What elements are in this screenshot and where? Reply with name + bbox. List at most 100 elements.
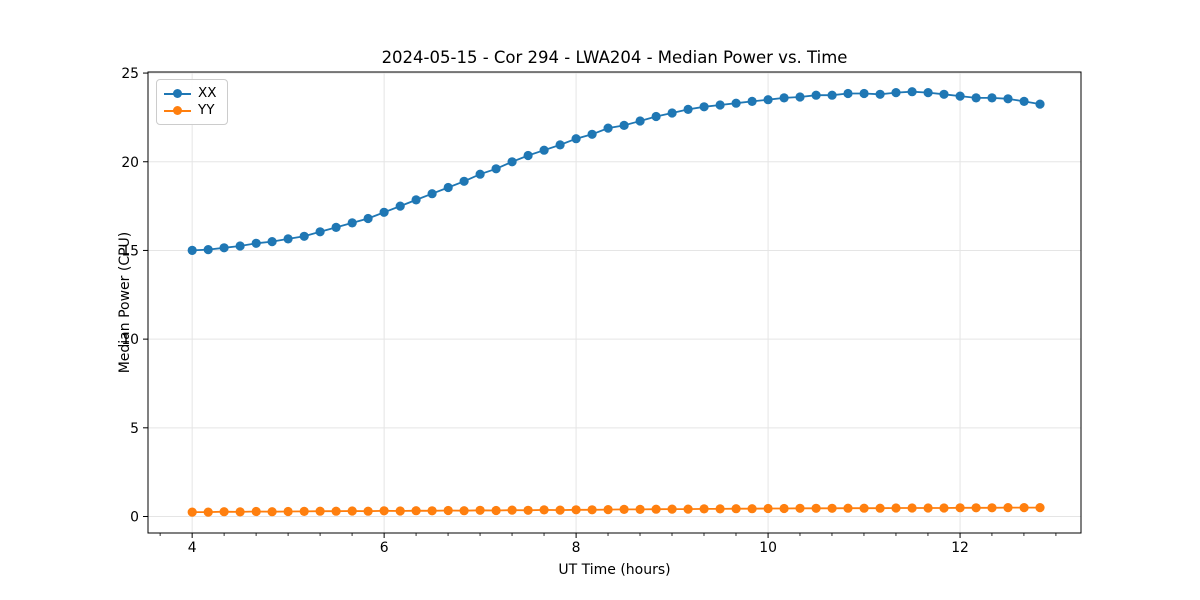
data-point bbox=[875, 503, 885, 513]
data-point bbox=[411, 506, 421, 516]
data-point bbox=[331, 506, 341, 516]
data-point bbox=[427, 506, 437, 516]
data-point bbox=[331, 222, 341, 232]
data-point bbox=[427, 189, 437, 199]
y-tick-label: 5 bbox=[130, 421, 139, 437]
data-point bbox=[251, 506, 261, 517]
y-tick-label: 25 bbox=[121, 66, 139, 82]
y-axis-label: Median Power (CPU) bbox=[117, 231, 133, 374]
data-point bbox=[891, 503, 901, 513]
data-point bbox=[267, 507, 277, 517]
data-point bbox=[939, 503, 949, 513]
data-point bbox=[843, 503, 853, 513]
data-point bbox=[203, 507, 213, 517]
data-point bbox=[1019, 96, 1029, 106]
data-point bbox=[363, 213, 373, 224]
data-point bbox=[459, 506, 469, 516]
data-point bbox=[923, 88, 933, 98]
data-point bbox=[235, 507, 245, 517]
data-point bbox=[379, 506, 389, 516]
x-tick-label: 10 bbox=[759, 540, 777, 556]
data-point bbox=[299, 231, 309, 241]
data-point bbox=[875, 89, 885, 99]
data-point bbox=[539, 145, 549, 155]
data-point bbox=[955, 503, 965, 513]
data-point bbox=[187, 245, 197, 255]
data-point bbox=[507, 157, 517, 167]
data-point bbox=[267, 237, 277, 247]
data-point bbox=[795, 503, 805, 513]
y-tick-label: 15 bbox=[121, 243, 139, 259]
data-point bbox=[747, 504, 757, 514]
data-point bbox=[731, 504, 741, 514]
data-point bbox=[411, 195, 421, 205]
data-point bbox=[219, 507, 229, 517]
data-point bbox=[667, 504, 677, 514]
y-tick-label: 10 bbox=[121, 332, 139, 348]
data-point bbox=[779, 93, 789, 103]
data-point bbox=[363, 506, 373, 516]
data-point bbox=[475, 169, 485, 179]
data-point bbox=[459, 176, 469, 186]
data-point bbox=[299, 506, 309, 516]
data-point bbox=[395, 201, 405, 211]
data-point bbox=[683, 104, 693, 114]
chart-title: 2024-05-15 - Cor 294 - LWA204 - Median P… bbox=[381, 48, 848, 67]
data-point bbox=[251, 238, 261, 248]
data-point bbox=[827, 503, 837, 513]
data-point bbox=[651, 504, 661, 514]
x-tick-label: 8 bbox=[572, 540, 581, 556]
legend-item-yy: YY bbox=[164, 102, 219, 119]
data-point bbox=[523, 150, 533, 161]
data-point bbox=[763, 503, 773, 514]
data-point bbox=[987, 93, 997, 103]
legend-marker-xx-icon bbox=[164, 88, 191, 99]
x-tick-label: 12 bbox=[951, 540, 969, 556]
data-point bbox=[731, 98, 741, 108]
data-point bbox=[619, 504, 629, 514]
data-point bbox=[475, 505, 485, 515]
data-point bbox=[795, 92, 805, 102]
data-point bbox=[187, 507, 197, 517]
data-point bbox=[347, 218, 357, 228]
data-point bbox=[603, 123, 613, 133]
data-point bbox=[587, 505, 597, 515]
data-point bbox=[203, 245, 213, 255]
data-point bbox=[811, 503, 821, 513]
y-tick-label: 0 bbox=[130, 510, 139, 526]
legend-marker-yy-icon bbox=[164, 105, 191, 116]
data-point bbox=[1003, 94, 1013, 104]
data-point bbox=[315, 506, 325, 516]
data-point bbox=[651, 111, 661, 122]
data-point bbox=[859, 88, 869, 99]
data-point bbox=[315, 227, 325, 237]
data-point bbox=[1035, 99, 1045, 109]
data-point bbox=[907, 503, 917, 513]
data-point bbox=[443, 182, 453, 193]
data-point bbox=[635, 504, 645, 514]
legend-item-xx: XX bbox=[164, 85, 219, 102]
x-tick-label: 6 bbox=[380, 540, 389, 556]
data-point bbox=[715, 100, 725, 110]
data-point bbox=[347, 506, 357, 516]
data-point bbox=[491, 164, 501, 174]
data-point bbox=[971, 503, 981, 513]
data-point bbox=[715, 504, 725, 514]
data-point bbox=[683, 504, 693, 514]
data-point bbox=[827, 90, 837, 100]
data-point bbox=[811, 90, 821, 100]
data-point bbox=[443, 505, 453, 516]
data-point bbox=[907, 87, 917, 97]
data-point bbox=[571, 134, 581, 144]
data-point bbox=[235, 241, 245, 251]
data-point bbox=[1035, 503, 1045, 513]
series-line-xx bbox=[192, 90, 1041, 252]
data-point bbox=[635, 116, 645, 126]
data-point bbox=[283, 234, 293, 244]
data-point bbox=[699, 102, 709, 112]
legend-label-yy: YY bbox=[198, 102, 215, 118]
data-point bbox=[667, 108, 677, 118]
data-point bbox=[923, 503, 933, 513]
data-point bbox=[843, 88, 853, 99]
